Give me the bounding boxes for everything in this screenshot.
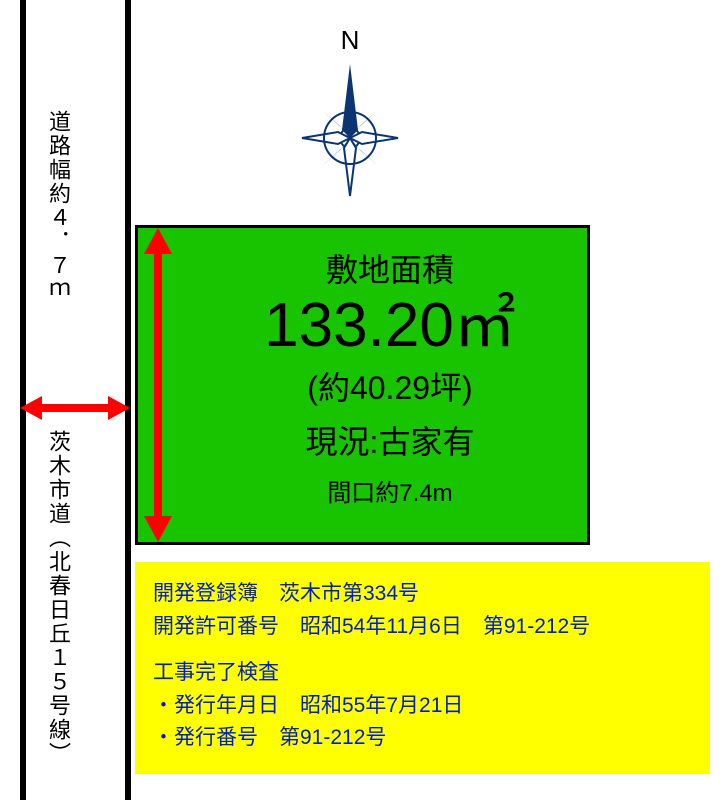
compass-n-label: N <box>280 25 420 56</box>
lot-status: 現況:古家有 <box>190 417 590 463</box>
lot-tsubo-value: (約40.29坪) <box>190 363 590 409</box>
lot-area-value: 133.20㎡ <box>190 295 590 357</box>
compass: N <box>280 25 420 205</box>
info-line-3: 工事完了検査 <box>153 657 692 690</box>
info-line-5: ・発行番号 第91-212号 <box>153 722 692 755</box>
info-panel: 開発登録簿 茨木市第334号 開発許可番号 昭和54年11月6日 第91-212… <box>135 562 710 774</box>
road-name-label: 茨木市道（北春日丘１５号線） <box>42 430 74 766</box>
plot-diagram: 道路幅約４．７ｍ 茨木市道（北春日丘１５号線） N <box>0 0 727 800</box>
road-width-arrow-icon <box>20 388 130 428</box>
info-line-4: ・発行年月日 昭和55年7月21日 <box>153 690 692 723</box>
frontage-arrow-icon <box>138 228 178 542</box>
compass-rose-icon <box>290 60 410 200</box>
info-line-1: 開発登録簿 茨木市第334号 <box>153 578 692 611</box>
lot-text-block: 敷地面積 133.20㎡ (約40.29坪) 現況:古家有 間口約7.4m <box>190 245 590 508</box>
info-line-2: 開発許可番号 昭和54年11月6日 第91-212号 <box>153 611 692 644</box>
lot-area-label: 敷地面積 <box>190 245 590 291</box>
lot-frontage: 間口約7.4m <box>190 473 590 508</box>
road-width-label: 道路幅約４．７ｍ <box>42 110 74 302</box>
